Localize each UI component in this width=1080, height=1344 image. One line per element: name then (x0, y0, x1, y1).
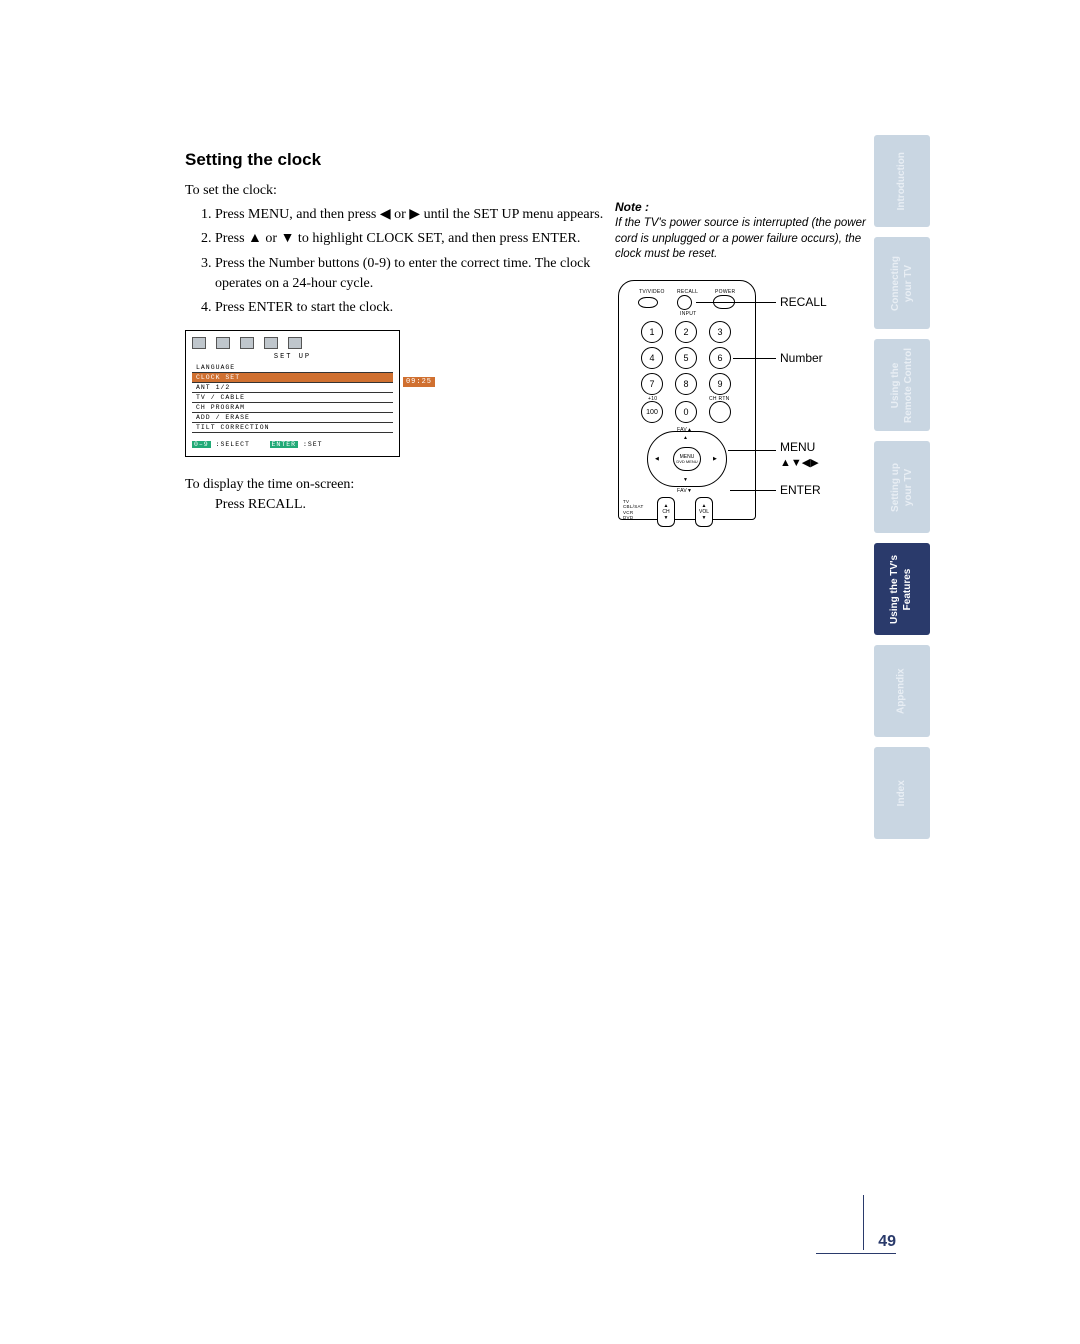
remote-body: TV/VIDEO RECALL POWER INPUT 1 2 3 4 5 6 … (618, 280, 756, 520)
remote-button-vol: ▲ VOL ▼ (695, 497, 713, 527)
intro-text: To set the clock: (185, 180, 605, 201)
osd-title: SET UP (192, 353, 393, 361)
remote-button-num: 4 (641, 347, 663, 369)
remote-label-input: INPUT (680, 311, 697, 317)
remote-button-num: 1 (641, 321, 663, 343)
callout-line (730, 490, 776, 491)
callout-line (728, 450, 776, 451)
display-action: Press RECALL. (215, 497, 605, 513)
remote-button-num: 7 (641, 373, 663, 395)
remote-button-num: 8 (675, 373, 697, 395)
remote-diagram: TV/VIDEO RECALL POWER INPUT 1 2 3 4 5 6 … (618, 280, 878, 540)
callout-number: Number (780, 351, 823, 365)
osd-tab-icon (192, 337, 206, 349)
osd-item: LANGUAGE (192, 363, 393, 372)
tab-label: Setting up your TV (889, 463, 914, 512)
osd-footer-text: :SELECT (216, 441, 250, 448)
remote-button-num: 2 (675, 321, 697, 343)
tab-introduction[interactable]: Introduction (874, 135, 930, 227)
callout-line (733, 358, 776, 359)
note-heading: Note : (615, 200, 875, 214)
osd-footer: 0–9 :SELECT ENTER :SET (192, 441, 393, 448)
page-number-rule (816, 1253, 896, 1254)
tab-index[interactable]: Index (874, 747, 930, 839)
note-text: If the TV's power source is interrupted … (615, 216, 875, 263)
remote-mode-list: TV CBL/SAT VCR DVD (623, 499, 644, 521)
osd-tab-icon (216, 337, 230, 349)
arrow-down-icon: ▼ (664, 515, 669, 521)
tab-appendix[interactable]: Appendix (874, 645, 930, 737)
tab-label: Using the Remote Control (890, 348, 915, 423)
osd-tab-icon (240, 337, 254, 349)
tab-connecting[interactable]: Connecting your TV (874, 237, 930, 329)
arrow-up-icon: ▲ (683, 435, 688, 441)
remote-button-num: 5 (675, 347, 697, 369)
osd-item: TV / CABLE (192, 393, 393, 402)
osd-item: TILT CORRECTION (192, 423, 393, 432)
osd-footer-text: :SET (303, 441, 323, 448)
tab-label: Using the TV's Features (890, 554, 915, 623)
remote-button-100: 100 (641, 401, 663, 423)
osd-footer-badge: ENTER (270, 441, 299, 448)
callout-line (696, 302, 776, 303)
steps-list: Press MENU, and then press ◀ or ▶ until … (215, 205, 605, 318)
remote-button-ch: ▲ CH ▼ (657, 497, 675, 527)
step-item: Press MENU, and then press ◀ or ▶ until … (215, 205, 605, 225)
osd-time-value: 09:25 (403, 377, 435, 387)
callout-menu: MENU (780, 440, 815, 454)
remote-button-num: 9 (709, 373, 731, 395)
arrow-left-icon: ◀ (655, 456, 659, 462)
tab-remote-control[interactable]: Using the Remote Control (874, 339, 930, 431)
remote-dvdmenu-label: DVD MENU (676, 460, 697, 464)
step-item: Press the Number buttons (0-9) to enter … (215, 254, 605, 295)
tab-label: Appendix (896, 668, 909, 714)
callout-enter: ENTER (780, 483, 821, 497)
remote-button-num: 6 (709, 347, 731, 369)
tab-features[interactable]: Using the TV's Features (874, 543, 930, 635)
osd-item-highlight: CLOCK SET (192, 373, 393, 382)
arrow-down-icon: ▼ (683, 477, 688, 483)
tab-label: Connecting your TV (890, 256, 915, 311)
arrow-down-icon: ▼ (702, 515, 707, 521)
section-heading: Setting the clock (185, 150, 605, 170)
tab-label: Index (896, 780, 909, 806)
remote-label-favdown: FAV▼ (677, 488, 692, 494)
note-column: Note : If the TV's power source is inter… (615, 200, 875, 263)
osd-item: CH PROGRAM (192, 403, 393, 412)
remote-button-num: 3 (709, 321, 731, 343)
osd-menu-graphic: SET UP LANGUAGE CLOCK SET ANT 1/2 TV / C… (185, 330, 400, 457)
remote-label-recall: RECALL (677, 289, 698, 295)
display-intro: To display the time on-screen: (185, 477, 605, 493)
remote-button-recall (677, 295, 692, 310)
remote-label-tvvideo: TV/VIDEO (639, 289, 665, 295)
side-tabs: Introduction Connecting your TV Using th… (874, 135, 930, 849)
page-number: 49 (816, 1233, 896, 1251)
page-side-rule (863, 1195, 864, 1250)
page-number-block: 49 (816, 1233, 896, 1254)
remote-button-chrtn (709, 401, 731, 423)
osd-tab-icon (264, 337, 278, 349)
tab-setting-up[interactable]: Setting up your TV (874, 441, 930, 533)
osd-tab-icon (288, 337, 302, 349)
tab-label: Introduction (896, 152, 909, 210)
arrow-right-icon: ▶ (713, 456, 717, 462)
remote-button-tvvideo (638, 297, 658, 308)
osd-item: ANT 1/2 (192, 383, 393, 392)
callout-recall: RECALL (780, 295, 827, 309)
osd-item: ADD / ERASE (192, 413, 393, 422)
remote-button-num: 0 (675, 401, 697, 423)
step-item: Press ENTER to start the clock. (215, 298, 605, 318)
callout-arrows: ▲▼◀▶ (780, 456, 819, 469)
step-item: Press ▲ or ▼ to highlight CLOCK SET, and… (215, 229, 605, 249)
osd-footer-badge: 0–9 (192, 441, 211, 448)
remote-button-menu: MENU DVD MENU (673, 447, 701, 471)
